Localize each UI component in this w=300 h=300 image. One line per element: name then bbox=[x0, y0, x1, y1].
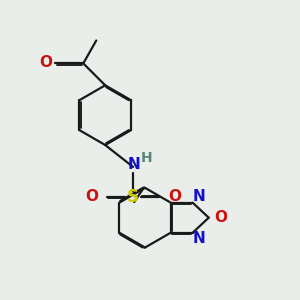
Text: O: O bbox=[85, 189, 98, 204]
Text: N: N bbox=[128, 158, 140, 172]
Text: N: N bbox=[192, 189, 205, 204]
Text: H: H bbox=[141, 151, 153, 165]
Text: O: O bbox=[214, 210, 227, 225]
Text: O: O bbox=[168, 189, 182, 204]
Text: S: S bbox=[127, 188, 139, 206]
Text: O: O bbox=[39, 55, 52, 70]
Text: N: N bbox=[192, 231, 205, 246]
